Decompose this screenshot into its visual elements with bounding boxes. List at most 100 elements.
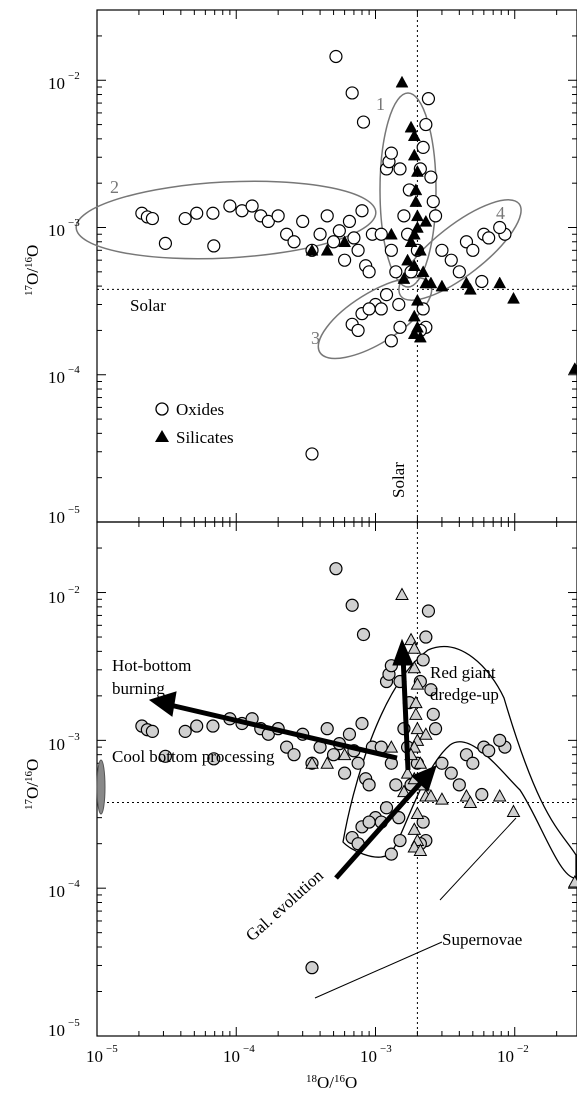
bottom-plot-frame	[96, 521, 577, 1037]
red-giant-arrow-shaft	[400, 654, 411, 771]
oxide-point	[426, 194, 440, 209]
oxide-point	[384, 146, 398, 160]
grain-point-triangle	[413, 756, 428, 769]
grain-point-triangle	[410, 721, 425, 735]
grain-point-circle	[421, 604, 436, 618]
top-y-tick-labels: 10 −5 10 −4 10 −3 10 −2	[48, 70, 80, 527]
oxide-point	[245, 199, 259, 213]
oxide-point	[416, 302, 430, 316]
oxide-point	[190, 206, 204, 220]
oxide-point	[261, 214, 275, 229]
annotation-gal-evolution: Gal. evolution	[242, 865, 327, 945]
grain-point-circle	[342, 727, 357, 741]
top-ytick-1e-2: 10	[48, 74, 65, 93]
grain-point-circle	[287, 748, 301, 762]
cool-bottom-arrow-shaft	[169, 702, 398, 761]
x-axis-label: 18O/16O	[306, 1073, 357, 1092]
legend-oxides-label: Oxides	[176, 400, 224, 419]
oxide-point	[313, 227, 327, 241]
oxide-point	[393, 320, 407, 334]
oxide-point	[206, 206, 220, 220]
oxide-point	[419, 117, 433, 132]
grain-point-circle	[345, 598, 359, 612]
oxide-point	[384, 243, 398, 257]
xtick-1e-2: 10	[497, 1047, 514, 1066]
grain-point-circle	[158, 749, 173, 763]
legend: Oxides Silicates	[155, 400, 234, 447]
oxide-point	[424, 170, 438, 184]
grain-point-circle	[466, 756, 480, 770]
oxide-point	[351, 323, 365, 338]
xtick-1e-5-exp: −5	[106, 1043, 118, 1055]
silicate-point	[320, 243, 334, 256]
supernovae-pointer-2	[439, 817, 517, 901]
solar-label-horizontal: Solar	[130, 296, 166, 315]
grain-point-circle	[419, 630, 433, 644]
oxide-point	[452, 265, 466, 279]
supernovae-pointer-1	[314, 941, 443, 999]
oxide-point	[351, 243, 365, 257]
grain-point-triangle	[567, 875, 577, 888]
grain-point-triangle	[463, 795, 478, 808]
bottom-y-tick-labels: 10 −5 10 −4 10 −3 10 −2	[48, 584, 80, 1040]
ellipse-group-3	[317, 276, 433, 360]
silicate-point	[407, 148, 421, 161]
oxide-point	[145, 211, 160, 226]
grain-point-circle	[190, 719, 204, 733]
oxide-point	[178, 211, 192, 226]
annotation-red-giant: Red giant	[430, 663, 496, 682]
grain-point-circle	[351, 756, 365, 770]
oxide-point	[332, 224, 346, 238]
silicate-point	[413, 243, 427, 256]
silicate-point	[568, 362, 577, 374]
oxide-point	[223, 199, 237, 213]
silicate-point	[409, 195, 423, 207]
grain-point-triangle	[407, 641, 422, 654]
top-ytick-1e-3: 10	[48, 221, 65, 240]
oxide-point	[158, 236, 173, 250]
silicate-point	[413, 330, 427, 343]
oxide-point	[466, 243, 480, 257]
gal-evolution-arrow-shaft	[334, 776, 427, 880]
silicate-point	[416, 265, 430, 278]
bottom-panel: Hot-bottom burning Red giant dredge-up C…	[23, 521, 577, 1092]
grain-point-triangle	[413, 843, 428, 856]
silicate-point	[397, 272, 411, 284]
legend-oxides-marker	[155, 402, 169, 416]
grain-point-triangle	[492, 789, 507, 802]
oxide-point	[392, 297, 406, 312]
grain-point-circle	[337, 766, 352, 780]
oxide-point	[444, 253, 458, 267]
top-ytick-1e-4-exp: −4	[68, 364, 80, 376]
oxide-point	[355, 204, 369, 218]
svg-text:17O/16O: 17O/16O	[23, 759, 42, 810]
grain-point-circle	[379, 801, 394, 815]
oxide-point	[296, 214, 310, 229]
red-giant-arrow-head	[392, 638, 414, 666]
svg-text:18O/16O: 18O/16O	[306, 1073, 357, 1092]
ellipse-label-1: 1	[376, 94, 385, 114]
bot-ytick-1e-5: 10	[48, 1021, 65, 1040]
silicate-point	[395, 75, 409, 88]
grain-point-circle	[416, 653, 430, 667]
svg-text:17O/16O: 17O/16O	[23, 245, 42, 296]
grain-point-circle	[326, 748, 341, 762]
annotation-burning: burning	[112, 679, 165, 698]
top-ytick-1e-2-exp: −2	[68, 70, 80, 82]
oxide-point	[207, 239, 221, 253]
grain-point-circle	[362, 815, 376, 829]
grain-point-triangle	[320, 756, 335, 769]
silicate-point	[407, 259, 421, 271]
silicate-point	[463, 282, 477, 295]
grain-point-triangle	[419, 727, 433, 740]
ellipse-label-2: 2	[110, 177, 119, 197]
oxide-point	[397, 209, 411, 223]
grain-point-circle	[145, 724, 160, 738]
xtick-1e-4-exp: −4	[243, 1043, 255, 1055]
hot-bottom-burning-marker	[96, 759, 106, 815]
cool-bottom-arrow-head	[148, 691, 177, 717]
grain-point-triangle	[410, 806, 425, 820]
oxide-point	[493, 220, 507, 235]
top-ytick-1e-5: 10	[48, 508, 65, 527]
